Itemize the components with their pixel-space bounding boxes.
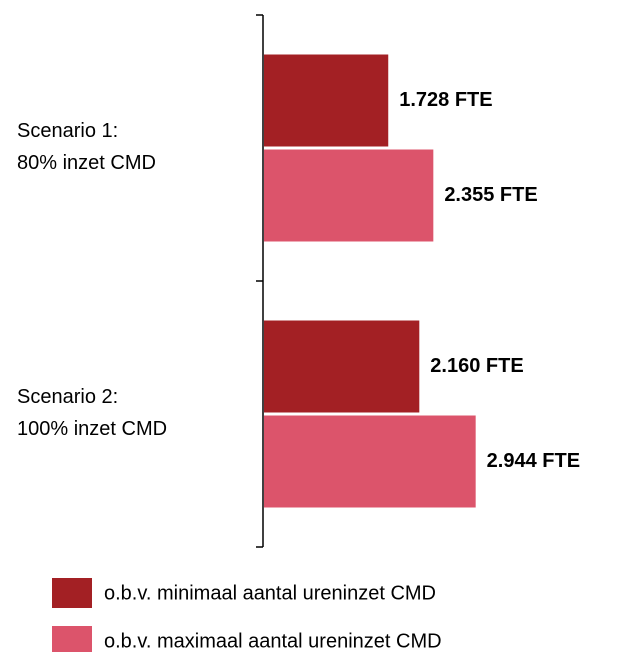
category-label: Scenario 2: 100% inzet CMD [17, 386, 167, 440]
value-label: 2.355 FTE [444, 184, 537, 206]
value-label: 1.728 FTE [399, 89, 492, 111]
bar [264, 320, 420, 413]
bar [264, 149, 434, 242]
legend-swatch [52, 578, 92, 608]
value-label: 2.160 FTE [430, 355, 523, 377]
legend-swatch [52, 626, 92, 652]
bar [264, 54, 389, 147]
legend-label: o.b.v. minimaal aantal ureninzet CMD [104, 582, 436, 604]
bar [264, 415, 476, 508]
value-label: 2.944 FTE [487, 450, 580, 472]
category-label: Scenario 1: 80% inzet CMD [17, 120, 156, 174]
legend-label: o.b.v. maximaal aantal ureninzet CMD [104, 630, 442, 652]
